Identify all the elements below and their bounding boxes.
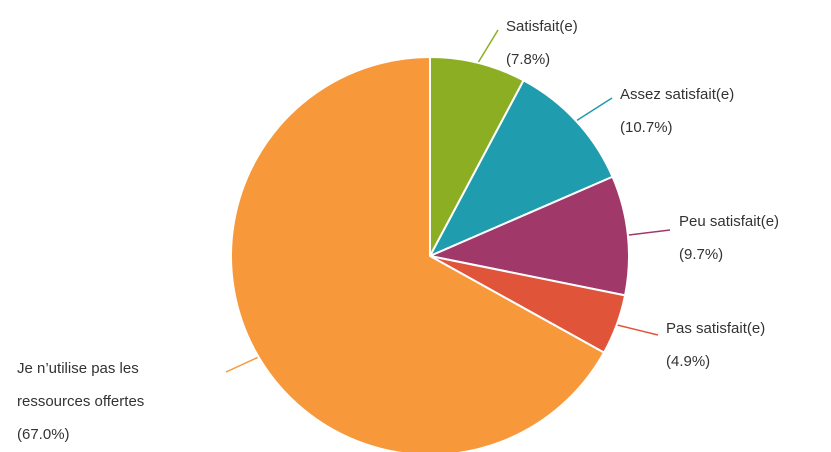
slice-assez-satisfait	[429, 79, 614, 257]
leader-line-assez-satisfait	[576, 97, 613, 121]
label-peu-satisfait: Peu satisfait(e)	[679, 213, 779, 230]
slice-ne-utilise-pas	[230, 56, 605, 452]
percent-ne-utilise-pas: (67.0%)	[17, 426, 70, 443]
label-ne-utilise-pas-line1: Je n’utilise pas les	[17, 360, 139, 377]
percent-peu-satisfait: (9.7%)	[679, 246, 723, 263]
label-assez-satisfait: Assez satisfait(e)	[620, 86, 734, 103]
percent-pas-satisfait: (4.9%)	[666, 353, 710, 370]
leader-line-pas-satisfait	[617, 324, 659, 336]
percent-assez-satisfait: (10.7%)	[620, 119, 673, 136]
pie-slices	[230, 56, 630, 452]
leader-line-satisfait	[477, 29, 499, 63]
label-pas-satisfait: Pas satisfait(e)	[666, 320, 765, 337]
leader-lines	[225, 29, 671, 373]
leader-line-peu-satisfait	[628, 229, 671, 236]
label-satisfait: Satisfait(e)	[506, 18, 578, 35]
leader-line-ne-utilise-pas	[225, 356, 258, 373]
slice-satisfait	[429, 56, 525, 257]
label-ne-utilise-pas-line2: ressources offertes	[17, 393, 144, 410]
percent-satisfait: (7.8%)	[506, 51, 550, 68]
